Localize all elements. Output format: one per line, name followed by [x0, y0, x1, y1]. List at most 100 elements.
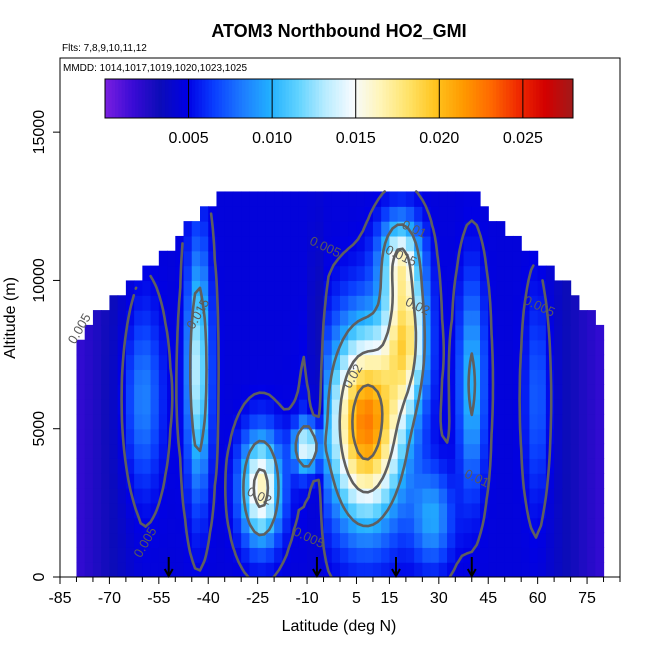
heatmap-cell [315, 250, 325, 267]
heatmap-cell [570, 443, 580, 459]
heatmap-cell [76, 562, 86, 577]
heatmap-cell [150, 443, 160, 459]
heatmap-cell [578, 517, 588, 534]
heatmap-cell [298, 488, 308, 504]
heatmap-cell [323, 191, 333, 207]
heatmap-cell [183, 517, 193, 534]
heatmap-cell [372, 517, 382, 534]
heatmap-cell [76, 369, 86, 385]
heatmap-cell [323, 221, 333, 237]
heatmap-cell [92, 458, 102, 474]
heatmap-cell [101, 532, 111, 548]
colorbar-segment [278, 79, 283, 118]
heatmap-cell [587, 399, 596, 415]
heatmap-cell [430, 384, 440, 400]
heatmap-cell [587, 547, 596, 563]
heatmap-cell [249, 221, 259, 237]
heatmap-cell [249, 310, 259, 326]
colorbar-segment [566, 79, 571, 118]
heatmap-cell [134, 488, 143, 504]
heatmap-cell [101, 547, 111, 563]
heatmap-cell [134, 502, 143, 519]
colorbar-segment [325, 79, 330, 118]
heatmap-cell [191, 443, 201, 459]
heatmap-cell [554, 384, 563, 400]
heatmap-cell [570, 413, 580, 430]
heatmap-cell [471, 295, 481, 311]
heatmap-cell [562, 413, 572, 430]
heatmap-cell [414, 265, 423, 282]
heatmap-cell [447, 488, 456, 504]
heatmap-cell [447, 206, 456, 222]
heatmap-cell [389, 532, 399, 548]
heatmap-cell [570, 547, 580, 563]
heatmap-cell [496, 221, 506, 237]
heatmap-cell [488, 235, 498, 252]
heatmap-cell [521, 562, 531, 577]
heatmap-cell [208, 473, 218, 489]
heatmap-cell [397, 354, 407, 370]
heatmap-cell [323, 502, 333, 519]
heatmap-cell [455, 339, 465, 356]
heatmap-cell [414, 517, 423, 534]
heatmap-cell [241, 206, 251, 222]
colorbar-segment [181, 79, 186, 118]
heatmap-cell [109, 517, 119, 534]
heatmap-cell [257, 206, 267, 222]
heatmap-cell [216, 488, 226, 504]
heatmap-cell [414, 324, 423, 341]
heatmap-cell [430, 532, 440, 548]
heatmap-cell [463, 399, 473, 415]
heatmap-cell [496, 517, 506, 534]
heatmap-cell [521, 384, 531, 400]
heatmap-cell [381, 517, 391, 534]
heatmap-cell [282, 443, 292, 459]
colorbar-segment [335, 79, 340, 118]
heatmap-cell [537, 473, 547, 489]
heatmap-cell [265, 369, 275, 385]
heatmap-cell [521, 428, 531, 445]
heatmap-cell [298, 399, 308, 415]
heatmap-cell [405, 399, 415, 415]
heatmap-cell [488, 562, 498, 577]
heatmap-cell [595, 369, 605, 385]
heatmap-cell [537, 458, 547, 474]
heatmap-cell [216, 310, 226, 326]
heatmap-cell [315, 369, 325, 385]
colorbar-segment [526, 79, 531, 118]
heatmap-cell [545, 562, 555, 577]
heatmap-cell [274, 250, 283, 267]
dates-subtitle: MMDD: 1014,1017,1019,1020,1023,1025 [63, 63, 247, 74]
colorbar-segment [328, 79, 333, 118]
heatmap-cell [200, 443, 209, 459]
heatmap-cell [348, 547, 358, 563]
colorbar-segment [128, 79, 133, 118]
heatmap-cells [76, 191, 605, 577]
heatmap-cell [125, 354, 135, 370]
heatmap-cell [84, 488, 94, 504]
heatmap-cell [348, 250, 358, 267]
colorbar-segment [452, 79, 457, 118]
heatmap-cell [554, 280, 563, 296]
heatmap-cell [545, 295, 555, 311]
heatmap-cell [545, 517, 555, 534]
heatmap-cell [323, 517, 333, 534]
heatmap-cell [232, 443, 242, 459]
heatmap-cell [405, 295, 415, 311]
heatmap-cell [84, 443, 94, 459]
heatmap-cell [216, 295, 226, 311]
heatmap-cell [381, 324, 391, 341]
heatmap-cell [257, 517, 267, 534]
heatmap-cell [570, 458, 580, 474]
heatmap-cell [414, 191, 423, 207]
x-tick-label: -10 [295, 590, 318, 607]
heatmap-cell [480, 384, 489, 400]
heatmap-cell [249, 339, 259, 356]
heatmap-cell [471, 191, 481, 207]
heatmap-cell [125, 473, 135, 489]
heatmap-cell [167, 473, 176, 489]
heatmap-cell [265, 502, 275, 519]
heatmap-cell [480, 310, 489, 326]
colorbar-segment [539, 79, 544, 118]
heatmap-cell [232, 354, 242, 370]
